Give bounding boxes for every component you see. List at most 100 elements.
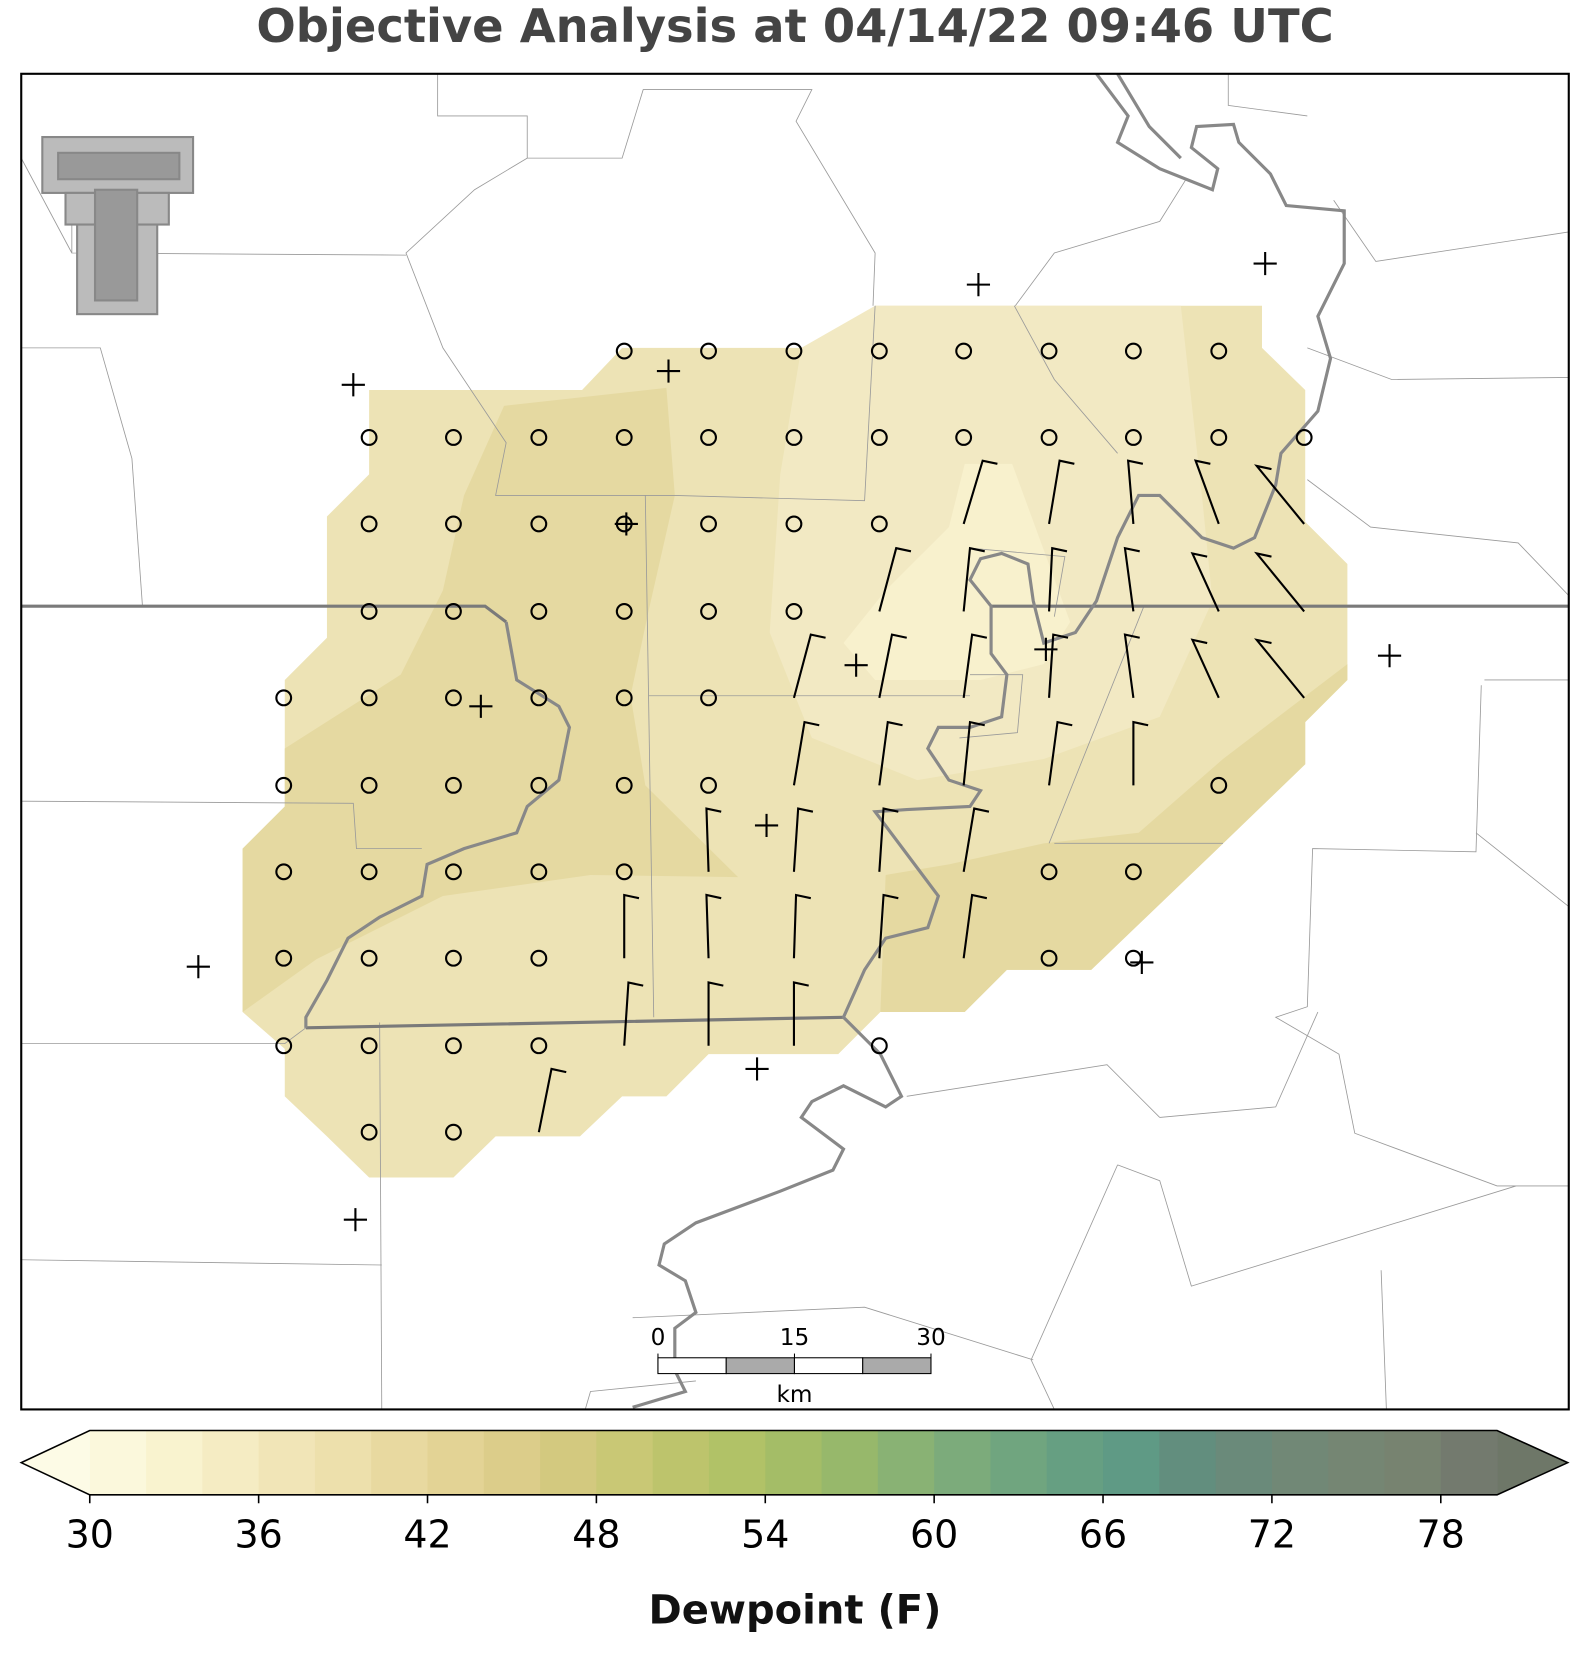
station-calm	[275, 1037, 293, 1055]
wind-barb	[1254, 464, 1305, 525]
colorbar-segment	[934, 1430, 991, 1495]
station-calm	[785, 429, 803, 446]
station-calm	[870, 342, 888, 360]
colorbar-segment	[258, 1430, 316, 1495]
station-calm	[360, 949, 378, 967]
colorbar-tick-label: 66	[1079, 1513, 1127, 1557]
wind-barb	[962, 807, 990, 872]
wind-barb	[792, 720, 820, 786]
station-calm	[955, 429, 973, 446]
station-calm	[360, 1037, 378, 1055]
wind-barb	[537, 1067, 567, 1133]
colorbar-segment	[1215, 1430, 1273, 1495]
wind-barb	[878, 893, 899, 959]
wind-barb	[1254, 551, 1305, 613]
dewpoint-fill	[843, 463, 1071, 680]
station-calm	[615, 602, 633, 620]
station-calm	[785, 515, 803, 533]
wind-barb	[707, 981, 724, 1046]
state-line	[21, 604, 1569, 1030]
wind-barb	[1048, 459, 1075, 525]
scale-segment	[657, 1357, 727, 1375]
colorbar-tick-label: 30	[66, 1513, 114, 1557]
station-marker	[754, 813, 779, 838]
station-calm	[785, 342, 803, 360]
colorbar-tick-label: 78	[1417, 1513, 1465, 1557]
station-calm	[700, 776, 717, 794]
station-calm	[360, 776, 378, 794]
station-marker	[1253, 251, 1277, 276]
county-line	[21, 73, 1569, 1410]
station-marker	[966, 273, 991, 297]
colorbar-extend-high	[1497, 1430, 1568, 1495]
colorbar-segment	[652, 1430, 710, 1495]
wind-barb	[792, 981, 809, 1046]
station-calm	[1124, 342, 1142, 360]
station-marker	[844, 653, 868, 677]
station-calm	[1040, 342, 1058, 360]
station-calm	[700, 342, 717, 360]
station-calm	[275, 949, 293, 967]
station-calm	[700, 429, 717, 446]
scale-unit: km	[776, 1381, 812, 1408]
wind-barb	[1048, 546, 1068, 612]
wind-barb	[705, 893, 722, 959]
wind-barb	[962, 720, 985, 786]
station-calm	[445, 949, 462, 967]
colorbar-segment	[202, 1430, 260, 1495]
station-calm	[870, 1037, 888, 1055]
wind-barb	[1132, 720, 1149, 786]
wind-barb	[1126, 459, 1144, 525]
station-calm	[530, 602, 548, 620]
wind-barb	[705, 807, 722, 872]
colorbar-segment	[427, 1430, 485, 1495]
station-calm	[530, 863, 548, 881]
colorbar-tick-label: 60	[910, 1513, 958, 1557]
station-calm	[615, 776, 633, 794]
station-marker	[1034, 637, 1058, 661]
station-calm	[1040, 863, 1058, 881]
station-calm	[360, 429, 378, 446]
wind-barb	[962, 633, 988, 699]
station-calm	[445, 1037, 462, 1055]
station-calm	[955, 342, 973, 360]
colorbar-outline	[19, 1429, 1570, 1496]
station-calm	[530, 1037, 548, 1055]
map-area	[21, 73, 1569, 1410]
station-calm	[615, 429, 633, 446]
station-calm	[530, 429, 548, 446]
station-marker	[656, 359, 681, 383]
scale-segment	[862, 1357, 932, 1375]
scale-label: 30	[916, 1324, 946, 1351]
wind-barb	[962, 546, 985, 612]
colorbar-segment	[708, 1430, 766, 1495]
station-marker	[341, 373, 365, 397]
station-marker	[1130, 950, 1154, 975]
station-calm	[445, 689, 462, 707]
colorbar-segment	[314, 1430, 372, 1495]
station-calm	[530, 776, 548, 794]
station-calm	[530, 689, 548, 707]
colorbar-segment	[1046, 1430, 1104, 1495]
wind-barb	[623, 981, 644, 1046]
ttu-logo	[41, 135, 195, 316]
station-calm	[445, 602, 462, 620]
colorbar-segment	[1159, 1430, 1217, 1495]
station-calm	[700, 515, 717, 533]
station-calm	[530, 515, 548, 533]
wind-barb	[792, 893, 812, 959]
station-calm	[1210, 429, 1228, 446]
scale-label: 0	[651, 1324, 666, 1351]
station-calm	[700, 689, 717, 707]
colorbar-tick-label: 42	[403, 1513, 451, 1557]
wind-barb	[1190, 551, 1220, 612]
station-calm	[360, 863, 378, 881]
dewpoint-fill	[242, 387, 739, 1013]
colorbar-segment	[821, 1430, 879, 1495]
station-calm	[445, 1123, 462, 1141]
station-calm	[870, 515, 888, 533]
scale-segment	[793, 1357, 864, 1375]
station-calm	[360, 1123, 378, 1141]
station-calm	[785, 602, 803, 620]
station-calm	[360, 689, 378, 707]
